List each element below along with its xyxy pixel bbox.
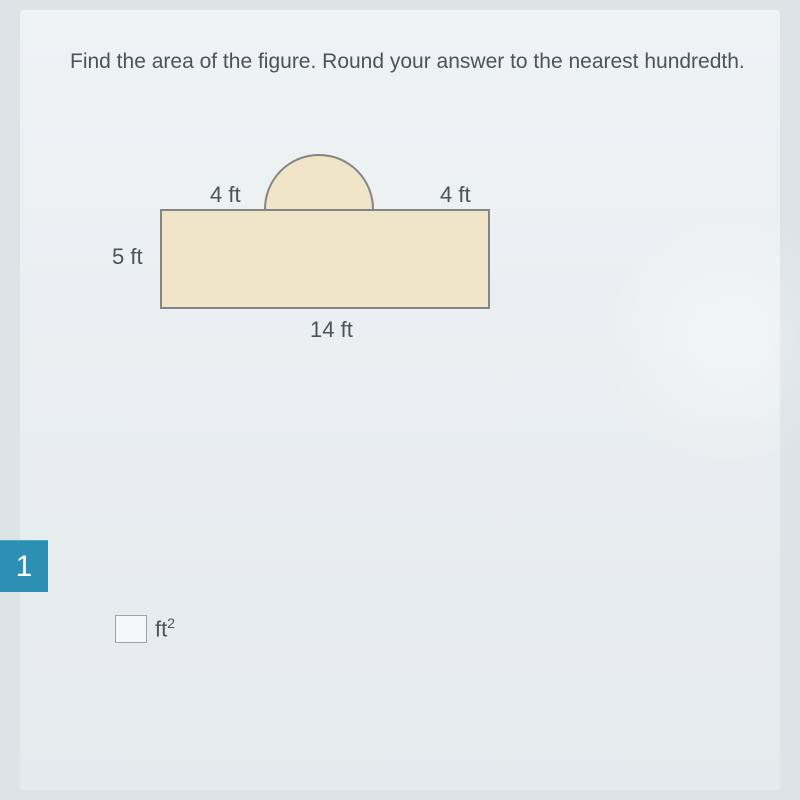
light-glare [600, 210, 800, 470]
answer-row: ft2 [115, 615, 175, 643]
dimension-label-left: 5 ft [112, 244, 143, 270]
answer-input[interactable] [115, 615, 147, 643]
question-panel: Find the area of the figure. Round your … [20, 10, 780, 790]
rectangle-shape [160, 209, 490, 309]
semicircle-shape [264, 154, 374, 209]
answer-unit: ft2 [155, 615, 175, 642]
dimension-label-top-left: 4 ft [210, 182, 241, 208]
question-text: Find the area of the figure. Round your … [70, 50, 750, 74]
dimension-label-top-right: 4 ft [440, 182, 471, 208]
question-number-badge: 1 [0, 540, 48, 592]
unit-base: ft [155, 617, 167, 642]
unit-exponent: 2 [167, 615, 175, 631]
dimension-label-bottom: 14 ft [310, 317, 353, 343]
geometry-figure: 4 ft 4 ft 5 ft 14 ft [130, 154, 630, 384]
